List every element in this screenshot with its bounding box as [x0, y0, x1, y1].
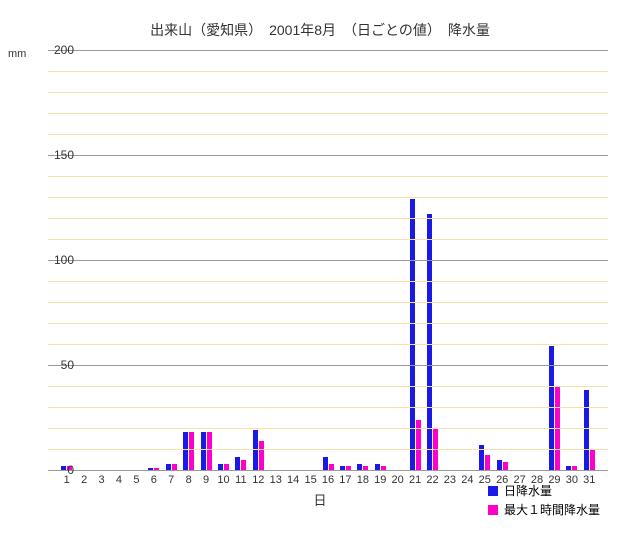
x-tick-label: 23	[444, 474, 456, 486]
gridline-major	[48, 365, 608, 366]
legend: 日降水量最大１時間降水量	[488, 482, 600, 520]
x-tick-label: 7	[168, 474, 174, 486]
bar	[189, 432, 194, 470]
legend-item: 日降水量	[488, 482, 600, 499]
gridline-minor	[48, 323, 608, 324]
legend-label: 最大１時間降水量	[504, 501, 600, 518]
legend-label: 日降水量	[504, 482, 552, 499]
gridline-minor	[48, 71, 608, 72]
bar	[503, 462, 508, 470]
gridline-minor	[48, 449, 608, 450]
bar	[497, 460, 502, 471]
gridline-major	[48, 155, 608, 156]
gridline-minor	[48, 218, 608, 219]
gridline-minor	[48, 344, 608, 345]
x-tick-label: 16	[322, 474, 334, 486]
x-tick-label: 5	[133, 474, 139, 486]
bar	[241, 460, 246, 471]
y-tick-label: 100	[34, 253, 74, 267]
x-tick-label: 15	[304, 474, 316, 486]
x-tick-label: 1	[64, 474, 70, 486]
x-tick-label: 12	[252, 474, 264, 486]
x-tick-label: 4	[116, 474, 122, 486]
x-tick-label: 6	[151, 474, 157, 486]
x-tick-label: 13	[270, 474, 282, 486]
chart-title: 出来山（愛知県） 2001年8月 （日ごとの値） 降水量	[0, 20, 640, 40]
gridline-major	[48, 470, 608, 471]
gridline-minor	[48, 197, 608, 198]
x-tick-label: 21	[409, 474, 421, 486]
gridline-major	[48, 50, 608, 51]
y-tick-label: 150	[34, 148, 74, 162]
x-tick-label: 19	[374, 474, 386, 486]
gridline-minor	[48, 92, 608, 93]
bar	[201, 432, 206, 470]
x-tick-label: 20	[392, 474, 404, 486]
bar	[207, 432, 212, 470]
x-tick-label: 9	[203, 474, 209, 486]
gridline-minor	[48, 302, 608, 303]
legend-item: 最大１時間降水量	[488, 501, 600, 518]
x-tick-label: 8	[186, 474, 192, 486]
bar	[590, 449, 595, 470]
bar	[253, 430, 258, 470]
bar	[235, 457, 240, 470]
gridline-minor	[48, 176, 608, 177]
bar	[323, 457, 328, 470]
legend-swatch	[488, 486, 498, 496]
gridline-minor	[48, 239, 608, 240]
plot-area	[48, 50, 608, 471]
legend-swatch	[488, 505, 498, 515]
gridline-minor	[48, 428, 608, 429]
x-tick-label: 3	[98, 474, 104, 486]
y-tick-label: 200	[34, 43, 74, 57]
bar	[485, 455, 490, 470]
x-tick-label: 2	[81, 474, 87, 486]
bar	[259, 441, 264, 470]
x-tick-label: 22	[426, 474, 438, 486]
x-tick-label: 17	[339, 474, 351, 486]
chart-container: 出来山（愛知県） 2001年8月 （日ごとの値） 降水量 mm 05010015…	[0, 0, 640, 540]
x-tick-label: 24	[461, 474, 473, 486]
x-tick-label: 11	[235, 474, 246, 486]
gridline-major	[48, 260, 608, 261]
x-tick-label: 10	[217, 474, 229, 486]
bar	[584, 390, 589, 470]
y-axis-unit: mm	[8, 48, 26, 60]
gridline-minor	[48, 407, 608, 408]
bar	[183, 432, 188, 470]
bar	[427, 214, 432, 470]
gridline-minor	[48, 386, 608, 387]
y-tick-label: 50	[34, 358, 74, 372]
x-tick-label: 18	[357, 474, 369, 486]
gridline-minor	[48, 134, 608, 135]
x-tick-label: 14	[287, 474, 299, 486]
gridline-minor	[48, 113, 608, 114]
gridline-minor	[48, 281, 608, 282]
